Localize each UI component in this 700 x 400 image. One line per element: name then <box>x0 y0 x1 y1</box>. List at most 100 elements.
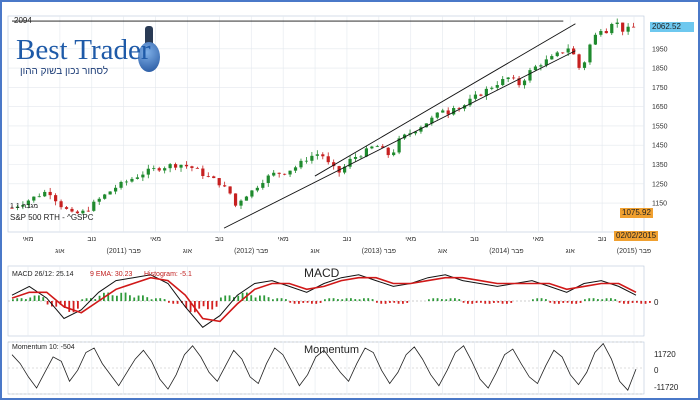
macd-histogram-bar <box>298 301 300 304</box>
candle-body <box>337 166 341 173</box>
macd-histogram-bar <box>618 301 621 303</box>
macd-histogram-bar <box>68 301 71 312</box>
macd-histogram-bar <box>605 298 608 301</box>
macd-histogram-bar <box>506 301 508 304</box>
macd-histogram-bar <box>228 295 231 301</box>
x-tick-label: (2014) פבר <box>489 248 523 255</box>
candle-body <box>141 174 145 178</box>
logo-tagline: לסחור נכון בשוק ההון <box>20 66 109 77</box>
macd-histogram-bar <box>324 299 326 301</box>
candle-body <box>92 201 96 211</box>
y-tick-label: 1150 <box>652 201 667 208</box>
macd-title: MACD <box>304 266 340 280</box>
macd-histogram-bar <box>85 298 88 301</box>
candle-body <box>64 207 69 209</box>
macd-histogram-bar <box>129 295 131 301</box>
macd-histogram-bar <box>454 298 456 301</box>
candle-body <box>604 31 608 34</box>
candle-body <box>233 193 238 206</box>
macd-ema-line <box>11 276 637 323</box>
macd-histogram-bar <box>250 295 253 301</box>
candle-body <box>479 94 483 96</box>
macd-histogram-bar <box>393 301 396 303</box>
candle-body <box>381 146 385 148</box>
x-tick-label: מאי <box>533 236 544 243</box>
candle-body <box>599 31 603 35</box>
top-value-label: 2094 <box>14 16 32 25</box>
candle-body <box>146 168 150 175</box>
macd-histogram-bar <box>107 292 110 301</box>
candle-body <box>244 196 249 201</box>
x-tick-label: (2012) פבר <box>234 248 268 255</box>
macd-histogram-bar <box>185 301 188 308</box>
macd-legend-histogram: Histogram: -5.1 <box>144 271 192 278</box>
candle-body <box>577 54 581 68</box>
small-label: מגבה 1 1 <box>10 203 39 210</box>
candle-body <box>441 110 445 113</box>
macd-histogram-bar <box>406 301 409 303</box>
macd-histogram-bar <box>224 295 227 301</box>
candle-body <box>566 48 570 53</box>
macd-histogram-bar <box>445 299 448 301</box>
candle-body <box>517 78 521 86</box>
candle-body <box>201 168 205 177</box>
candle-body <box>277 172 281 174</box>
macd-histogram-bar <box>488 301 491 304</box>
macd-histogram-bar <box>371 299 374 301</box>
candle-body <box>512 77 516 79</box>
candle-body <box>86 210 90 212</box>
macd-histogram-bar <box>280 298 283 301</box>
momentum-zero-label: 0 <box>654 366 659 375</box>
macd-histogram-bar <box>441 299 443 301</box>
macd-histogram-bar <box>571 301 573 304</box>
macd-zero-label: 0 <box>654 298 659 307</box>
macd-histogram-bar <box>12 299 14 301</box>
macd-histogram-bar <box>341 299 344 301</box>
y-tick-label: 1750 <box>652 85 668 92</box>
candle-body <box>435 112 439 118</box>
macd-histogram-bar <box>627 301 630 304</box>
macd-histogram-bar <box>462 301 465 303</box>
x-tick-label: אוג <box>183 248 193 255</box>
momentum-panel-frame <box>7 341 645 395</box>
candle-body <box>250 190 254 197</box>
macd-histogram-bar <box>155 298 157 301</box>
candle-body <box>528 70 532 81</box>
macd-histogram-bar <box>545 299 547 301</box>
x-tick-label: (2011) פבר <box>106 248 140 255</box>
last-close-marker: 1075.92 <box>620 208 653 218</box>
macd-legend-params: MACD 26/12: 25.14 <box>12 271 74 278</box>
candle-body <box>239 200 243 206</box>
macd-histogram-bar <box>211 301 214 310</box>
symbol-label: S&P 500 RTH - ^GSPC <box>10 213 94 222</box>
momentum-lower-label: -11720 <box>654 383 679 392</box>
macd-histogram-bar <box>497 301 500 303</box>
candle-body <box>452 108 456 115</box>
macd-histogram-bar <box>189 301 192 312</box>
candle-body <box>582 62 587 68</box>
y-tick-label: 1350 <box>652 162 668 169</box>
candle-body <box>70 208 74 212</box>
x-tick-label: נוב <box>87 236 96 243</box>
macd-histogram-bar <box>553 301 556 304</box>
candle-body <box>359 156 363 158</box>
candle-body <box>490 87 494 89</box>
candle-body <box>364 148 369 157</box>
macd-histogram-bar <box>163 299 166 301</box>
macd-histogram-bar <box>350 298 352 301</box>
candle-body <box>195 167 199 169</box>
macd-histogram-bar <box>302 301 305 303</box>
x-tick-label: נוב <box>215 236 224 243</box>
macd-histogram-bar <box>562 301 565 303</box>
macd-histogram-bar <box>276 298 279 301</box>
candle-body <box>43 191 47 197</box>
macd-histogram-bar <box>467 301 469 304</box>
momentum-legend: Momentum 10: -504 <box>12 344 75 351</box>
macd-histogram-bar <box>38 295 40 301</box>
macd-histogram-bar <box>16 298 19 301</box>
macd-histogram-bar <box>172 301 175 304</box>
y-tick-label: 1450 <box>652 143 668 150</box>
candle-body <box>266 175 270 183</box>
macd-histogram-bar <box>597 299 599 301</box>
